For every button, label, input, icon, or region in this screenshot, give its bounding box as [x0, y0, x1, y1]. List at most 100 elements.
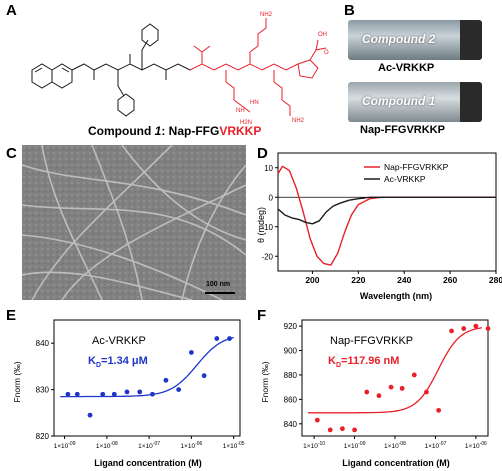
e-data-point	[188, 350, 194, 355]
e-kd-label: K	[88, 355, 96, 367]
f-ytick-label: 900	[284, 347, 298, 356]
caption-prefix: Compound	[88, 124, 155, 138]
e-xtick-label: 1×10-05	[223, 441, 245, 450]
f-data-point	[436, 407, 442, 413]
f-data-point	[339, 426, 345, 432]
vial-bottom-caption: Nap-FFGVRKKP	[360, 124, 445, 136]
vial-bottom: Compound 1	[348, 82, 482, 122]
e-xlabel: Ligand concentration (M)	[94, 458, 202, 468]
tem-image	[22, 145, 246, 300]
e-frame	[53, 319, 241, 437]
vial-bottom-label: Compound 1	[362, 94, 436, 108]
f-data-point	[449, 328, 454, 334]
label-o: O	[324, 50, 329, 56]
d-xtick-label: 200	[305, 275, 319, 285]
e-data-point	[150, 391, 155, 397]
e-kd-sub: D	[96, 362, 101, 369]
f-kd: KD=117.96 nM	[328, 355, 399, 369]
e-title: Ac-VRKKP	[92, 335, 146, 347]
f-xtick-label: 1×10-07	[424, 441, 446, 450]
f-ytick-label: 880	[284, 371, 298, 380]
d-xtick-label: 260	[443, 275, 457, 285]
scale-bar	[205, 292, 235, 294]
ac-vrkkp-binding-chart: Ac-VRKKP KD=1.34 μM Fnorm (‰) Ligand con…	[12, 319, 245, 468]
f-kd-sub: D	[336, 362, 341, 369]
d-xtick-label: 220	[351, 275, 365, 285]
f-ytick-label: 860	[284, 395, 298, 404]
e-ylabel: Fnorm (‰)	[12, 361, 22, 402]
label-nh2-bottom: NH2	[292, 118, 305, 124]
f-data-point	[327, 427, 333, 433]
e-ytick-label: 830	[36, 386, 50, 395]
panel-letter-e: E	[6, 307, 17, 324]
cd-spectrum-chart: θ (mdeg) Wavelength (nm) Nap-FFGVRKKP Ac…	[256, 152, 502, 301]
e-data-point	[87, 412, 93, 418]
f-kd-label: K	[328, 355, 336, 367]
e-data-point	[65, 391, 71, 397]
f-ytick-label: 840	[284, 420, 298, 429]
d-ylabel: θ (mdeg)	[256, 207, 266, 243]
d-legend-red: Nap-FFGVRKKP	[384, 162, 449, 172]
label-oh: OH	[318, 32, 327, 38]
label-h2n: H2N	[240, 120, 252, 126]
e-data-point	[137, 389, 143, 395]
panel-letter-a: A	[6, 2, 17, 19]
panel-letter-d: D	[257, 145, 268, 162]
f-kd-value: =117.96 nM	[341, 355, 399, 367]
caption-mid: : Nap-FFG	[161, 124, 220, 138]
e-data-point	[163, 377, 169, 383]
f-data-point	[352, 427, 357, 433]
e-data-point	[100, 391, 106, 397]
d-xlabel: Wavelength (nm)	[360, 291, 432, 301]
f-data-point	[376, 393, 382, 399]
e-xtick-label: 1×10-06	[180, 441, 202, 450]
f-data-point	[473, 323, 479, 329]
scale-label: 100 nm	[206, 281, 231, 288]
f-data-point	[485, 326, 491, 331]
label-nh: NH	[236, 108, 245, 114]
e-data-point	[214, 336, 220, 341]
nap-ffgvrkkp-binding-chart: Nap-FFGVRKKP KD=117.96 nM Fnorm (‰) Liga…	[260, 319, 491, 468]
compound-caption: Compound 1: Nap-FFGVRKKP	[88, 124, 261, 138]
label-nh2-top: NH2	[260, 12, 273, 18]
f-title: Nap-FFGVRKKP	[330, 335, 413, 347]
d-xtick-label: 240	[397, 275, 411, 285]
e-data-point	[124, 389, 130, 395]
panel-letter-f: F	[257, 307, 267, 324]
f-data-point	[424, 389, 429, 395]
d-ytick-label: -20	[261, 252, 273, 261]
e-xtick-label: 1×10-07	[138, 441, 160, 450]
d-frame	[277, 152, 497, 272]
label-hn: HN	[250, 100, 259, 106]
f-data-point	[461, 326, 467, 331]
d-xtick-label: 280	[489, 275, 502, 285]
f-ylabel: Fnorm (‰)	[260, 361, 270, 402]
vial-top-label: Compound 2	[362, 32, 436, 46]
d-ytick-label: -10	[261, 223, 273, 232]
e-data-point	[111, 391, 117, 397]
e-fit-curve	[60, 336, 234, 398]
d-ytick-label: 0	[269, 193, 274, 202]
d-series-ac-line	[277, 196, 496, 225]
e-xtick-label: 1×10-08	[96, 441, 118, 450]
e-ytick-label: 820	[36, 432, 50, 441]
caption-red: VRKKP	[219, 124, 262, 138]
f-xtick-label: 1×10-10	[303, 441, 325, 450]
e-ytick-label: 840	[36, 339, 50, 348]
e-data-point	[176, 387, 182, 392]
caption-number: 1	[154, 124, 162, 138]
f-data-point	[364, 389, 370, 395]
e-data-point	[74, 391, 80, 397]
panel-letter-c: C	[6, 145, 17, 162]
e-kd-value: =1.34 μM	[101, 355, 148, 367]
f-xtick-label: 1×10-09	[344, 441, 366, 450]
f-xtick-label: 1×10-08	[384, 441, 406, 450]
e-data-point	[201, 373, 207, 379]
d-legend-black: Ac-VRKKP	[384, 174, 426, 184]
f-data-point	[411, 372, 417, 378]
f-data-point	[399, 385, 405, 391]
f-xlabel: Ligand concentration (M)	[342, 458, 450, 468]
f-data-point	[314, 417, 320, 423]
chemical-structure: NH2 NH2 HN NH H2N OH O	[31, 12, 329, 126]
vial-top-caption: Ac-VRKKP	[378, 62, 435, 74]
